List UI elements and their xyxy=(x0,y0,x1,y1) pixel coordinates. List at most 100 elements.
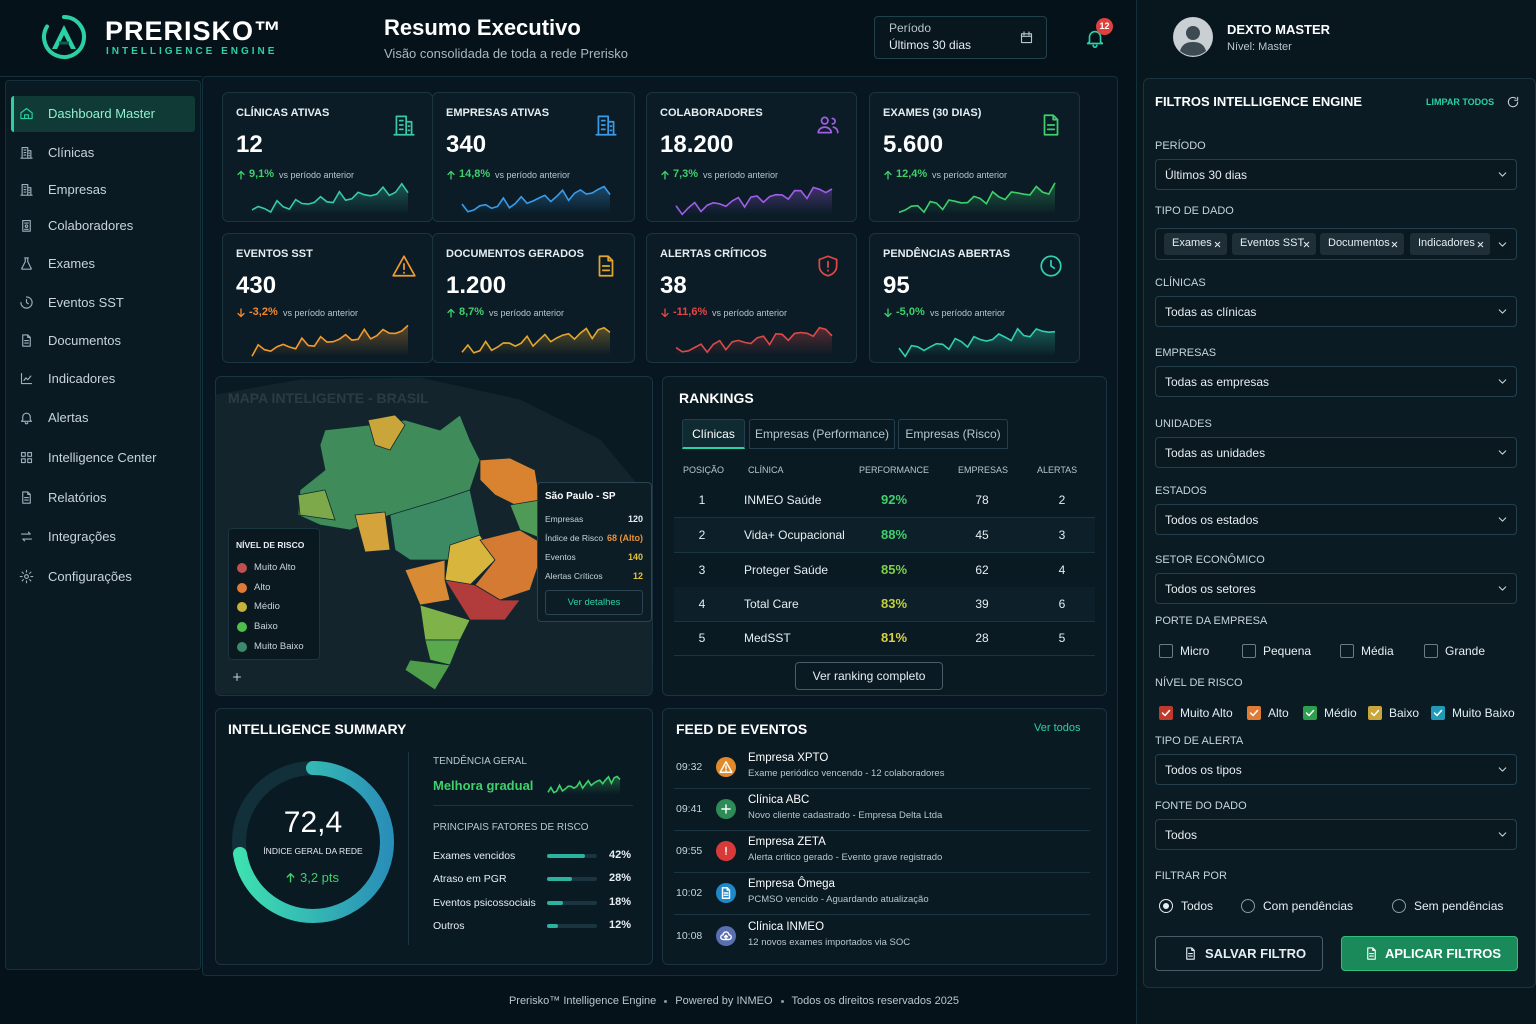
save-button[interactable] xyxy=(1155,936,1323,971)
select[interactable] xyxy=(1155,296,1517,327)
select-value[interactable]: Todos os estados xyxy=(1165,512,1259,527)
nav-item[interactable]: Integrações xyxy=(48,529,116,545)
tab-label[interactable]: Clínicas xyxy=(692,426,735,441)
checkbox-label[interactable]: Pequena xyxy=(1263,643,1312,658)
checkbox-label[interactable]: Micro xyxy=(1180,643,1210,658)
apply-button-label[interactable]: APLICAR FILTROS xyxy=(1385,946,1502,962)
feed-link[interactable]: Ver todos xyxy=(1034,722,1081,735)
checkbox[interactable] xyxy=(1368,706,1382,720)
icon-chevron xyxy=(1498,242,1507,247)
select-value[interactable]: Últimos 30 dias xyxy=(1165,167,1248,182)
select-value[interactable]: Todos os tipos xyxy=(1165,762,1242,777)
save-button-label[interactable]: SALVAR FILTRO xyxy=(1205,946,1307,962)
nav-item[interactable]: Alertas xyxy=(48,410,89,426)
checkbox[interactable] xyxy=(1247,706,1261,720)
factor-bar xyxy=(547,924,558,928)
select[interactable] xyxy=(1155,504,1517,535)
checkbox-label[interactable]: Média xyxy=(1361,643,1394,658)
index-change: 3,2 pts xyxy=(300,870,340,886)
chip[interactable] xyxy=(1410,233,1490,255)
radio[interactable] xyxy=(1392,899,1406,913)
radio-label[interactable]: Com pendências xyxy=(1263,898,1354,913)
chip[interactable] xyxy=(1232,233,1316,255)
event-description: Novo cliente cadastrado - Empresa Delta … xyxy=(748,810,943,822)
nav-item[interactable]: Exames xyxy=(48,256,95,272)
radio[interactable] xyxy=(1159,899,1173,913)
period-picker[interactable] xyxy=(874,16,1047,59)
checkbox[interactable] xyxy=(1303,706,1317,720)
ranking-button[interactable] xyxy=(795,662,943,690)
nav-item[interactable]: Relatórios xyxy=(48,490,107,506)
select-value[interactable]: Todos os setores xyxy=(1165,581,1256,596)
checkbox[interactable] xyxy=(1242,644,1256,658)
tooltip-button[interactable] xyxy=(545,590,643,615)
kpi-value: 38 xyxy=(660,271,687,299)
select-value[interactable]: Todos xyxy=(1165,827,1198,842)
icon-path xyxy=(19,569,34,584)
checkbox-label[interactable]: Alto xyxy=(1268,705,1289,720)
nav-item[interactable]: Empresas xyxy=(48,182,107,198)
select-value[interactable]: Todas as unidades xyxy=(1165,445,1266,460)
event-title: Empresa XPTO xyxy=(748,752,829,765)
nav-item[interactable]: Configurações xyxy=(48,569,132,585)
icon-path xyxy=(884,308,892,318)
tab-label[interactable]: Empresas (Risco) xyxy=(905,426,1001,441)
map-legend xyxy=(228,528,320,660)
nav-item-active[interactable] xyxy=(11,96,195,132)
select[interactable] xyxy=(1155,437,1517,468)
nav-item[interactable]: Intelligence Center xyxy=(48,450,157,466)
nav-item[interactable]: Eventos SST xyxy=(48,295,124,311)
icon-home xyxy=(20,107,33,120)
checkbox[interactable] xyxy=(1159,706,1173,720)
chip-label[interactable]: Eventos SST xyxy=(1240,237,1305,250)
select[interactable] xyxy=(1155,573,1517,604)
icon-plus xyxy=(721,804,731,814)
select[interactable] xyxy=(1155,366,1517,397)
select[interactable] xyxy=(1155,754,1517,785)
icon-x xyxy=(1391,241,1398,248)
icon-check xyxy=(1370,709,1380,717)
radio-label[interactable]: Todos xyxy=(1181,898,1214,913)
kpi-label: COLABORADORES xyxy=(660,107,763,120)
chip[interactable] xyxy=(1164,233,1227,255)
kpi-value: 1.200 xyxy=(446,271,507,299)
chip-label[interactable]: Exames xyxy=(1172,237,1212,250)
checkbox-label[interactable]: Muito Alto xyxy=(1180,705,1233,720)
icon-check xyxy=(1249,709,1259,717)
checkbox[interactable] xyxy=(1159,644,1173,658)
nav-item[interactable]: Documentos xyxy=(48,333,121,349)
filters-clear[interactable]: LIMPAR TODOS xyxy=(1426,96,1495,107)
icon-path xyxy=(1498,309,1507,314)
kpi-note: vs período anterior xyxy=(283,307,359,318)
select-value[interactable]: Todas as empresas xyxy=(1165,374,1270,389)
tab[interactable] xyxy=(749,419,895,449)
chip-label[interactable]: Documentos xyxy=(1328,237,1390,250)
tab[interactable] xyxy=(682,419,745,449)
companies: 45 xyxy=(975,527,989,542)
checkbox[interactable] xyxy=(1424,644,1438,658)
select-value[interactable]: Todas as clínicas xyxy=(1165,304,1257,319)
checkbox-label[interactable]: Baixo xyxy=(1389,705,1420,720)
chip[interactable] xyxy=(1320,233,1404,255)
checkbox-label[interactable]: Grande xyxy=(1445,643,1486,658)
tab[interactable] xyxy=(898,419,1008,449)
radio[interactable] xyxy=(1241,899,1255,913)
checkbox[interactable] xyxy=(1340,644,1354,658)
checkbox-label[interactable]: Muito Baixo xyxy=(1452,705,1515,720)
ranking-button-label[interactable]: Ver ranking completo xyxy=(812,668,926,683)
radio-label[interactable]: Sem pendências xyxy=(1414,898,1504,913)
nav-item[interactable]: Indicadores xyxy=(48,371,116,387)
checkbox-label[interactable]: Médio xyxy=(1324,705,1357,720)
event-title: Clínica INMEO xyxy=(748,921,825,934)
nav-item[interactable]: Colaboradores xyxy=(48,218,134,234)
tooltip-button-label[interactable]: Ver detalhes xyxy=(567,596,621,608)
icon-path xyxy=(1498,586,1507,591)
rank-position: 2 xyxy=(698,527,706,542)
select[interactable] xyxy=(1155,819,1517,850)
chip-label[interactable]: Indicadores xyxy=(1418,237,1475,250)
nav-item[interactable]: Dashboard Master xyxy=(48,106,155,122)
checkbox[interactable] xyxy=(1431,706,1445,720)
tab-label[interactable]: Empresas (Performance) xyxy=(754,426,890,441)
select[interactable] xyxy=(1155,159,1517,190)
nav-item[interactable]: Clínicas xyxy=(48,145,95,161)
